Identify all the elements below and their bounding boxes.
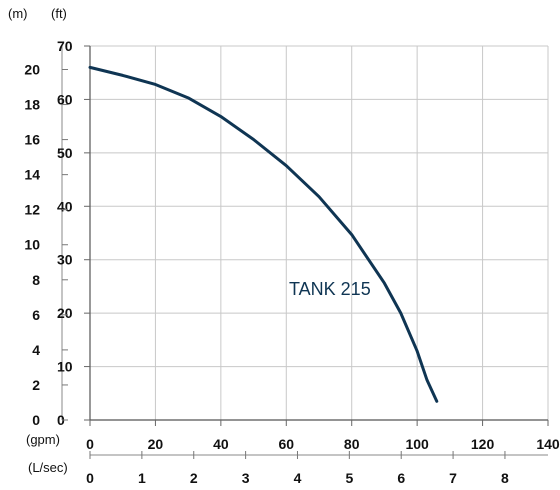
tick-label-lsec-0: 0 (86, 470, 94, 486)
x-axis-unit-lsec: (L/sec) (28, 460, 68, 475)
tick-label-lsec-8: 8 (501, 470, 509, 486)
tick-label-ft-70: 70 (57, 38, 73, 54)
tick-label-lsec-2: 2 (190, 470, 198, 486)
tick-label-lsec-7: 7 (449, 470, 457, 486)
x-axis-unit-gpm: (gpm) (26, 432, 60, 447)
tick-label-m-14: 14 (24, 167, 40, 183)
tick-label-lsec-1: 1 (138, 470, 146, 486)
y-axis-unit-ft: (ft) (51, 6, 67, 21)
tick-label-m-18: 18 (24, 97, 40, 113)
tick-label-m-8: 8 (32, 272, 40, 288)
tick-label-ft-30: 30 (57, 252, 73, 268)
series-line-0 (88, 65, 439, 403)
tick-label-ft-20: 20 (57, 305, 73, 321)
tick-label-m-16: 16 (24, 132, 40, 148)
curve-label-tank-215: TANK 215 (289, 279, 371, 299)
tick-label-ft-10: 10 (57, 359, 73, 375)
tick-label-m-12: 12 (24, 202, 40, 218)
tick-label-gpm-60: 60 (278, 436, 294, 452)
tick-label-gpm-80: 80 (344, 436, 360, 452)
tick-label-gpm-20: 20 (148, 436, 164, 452)
tick-label-ft-50: 50 (57, 145, 73, 161)
tick-label-lsec-5: 5 (345, 470, 353, 486)
grid (89, 45, 549, 421)
tick-label-ft-60: 60 (57, 91, 73, 107)
tick-label-m-10: 10 (24, 237, 40, 253)
tick-label-m-0: 0 (32, 412, 40, 428)
y-axis-unit-m: (m) (8, 6, 28, 21)
tick-label-m-6: 6 (32, 307, 40, 323)
tick-label-m-20: 20 (24, 61, 40, 77)
tick-label-gpm-0: 0 (86, 436, 94, 452)
tick-label-lsec-6: 6 (397, 470, 405, 486)
series-layer (88, 65, 439, 403)
tick-label-gpm-40: 40 (213, 436, 229, 452)
tick-label-lsec-4: 4 (294, 470, 302, 486)
tick-label-gpm-100: 100 (405, 436, 429, 452)
tick-label-lsec-3: 3 (242, 470, 250, 486)
tick-label-m-2: 2 (32, 377, 40, 393)
tick-label-m-4: 4 (32, 342, 40, 358)
tick-label-ft-40: 40 (57, 198, 73, 214)
tick-label-gpm-120: 120 (471, 436, 495, 452)
tick-label-ft-0: 0 (57, 412, 65, 428)
tick-label-gpm-140: 140 (536, 436, 560, 452)
